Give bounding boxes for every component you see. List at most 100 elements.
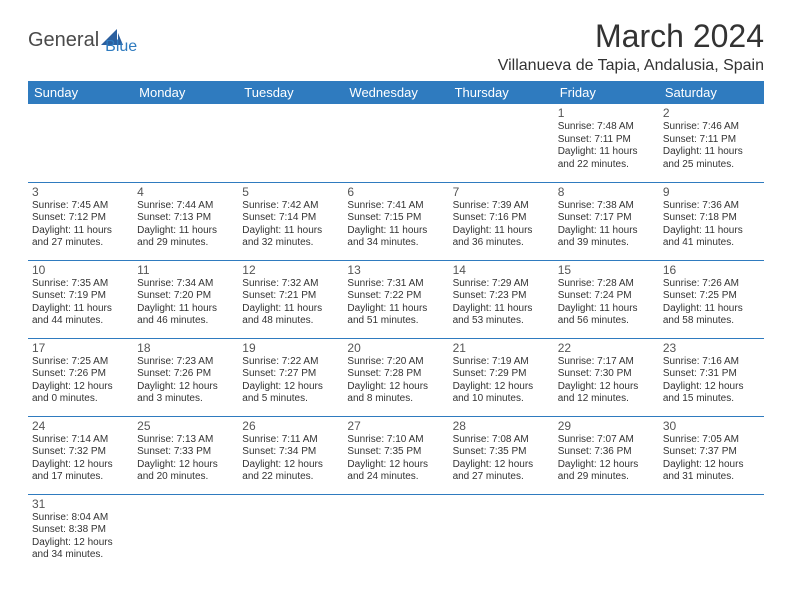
sunrise-text: Sunrise: 7:17 AM [558,356,655,369]
sunset-text: Sunset: 7:11 PM [663,134,760,147]
calendar-row: 1Sunrise: 7:48 AMSunset: 7:11 PMDaylight… [28,104,764,182]
location-text: Villanueva de Tapia, Andalusia, Spain [498,57,764,75]
sunset-text: Sunset: 7:14 PM [242,212,339,225]
daylight-text: and 53 minutes. [453,315,550,328]
calendar-row: 31Sunrise: 8:04 AMSunset: 8:38 PMDayligh… [28,494,764,572]
calendar-cell [343,494,448,572]
day-number: 25 [137,419,234,433]
daylight-text: and 17 minutes. [32,471,129,484]
sunrise-text: Sunrise: 7:05 AM [663,434,760,447]
day-number: 9 [663,185,760,199]
calendar-cell: 13Sunrise: 7:31 AMSunset: 7:22 PMDayligh… [343,260,448,338]
sunrise-text: Sunrise: 7:23 AM [137,356,234,369]
daylight-text: Daylight: 11 hours [558,303,655,316]
daylight-text: Daylight: 12 hours [242,381,339,394]
daylight-text: Daylight: 11 hours [558,146,655,159]
calendar-cell: 9Sunrise: 7:36 AMSunset: 7:18 PMDaylight… [659,182,764,260]
day-number: 14 [453,263,550,277]
daylight-text: and 34 minutes. [32,549,129,562]
calendar-cell: 23Sunrise: 7:16 AMSunset: 7:31 PMDayligh… [659,338,764,416]
daylight-text: Daylight: 12 hours [558,381,655,394]
dayhead-sat: Saturday [659,81,764,104]
sunrise-text: Sunrise: 7:28 AM [558,278,655,291]
sunset-text: Sunset: 7:23 PM [453,290,550,303]
sunset-text: Sunset: 7:11 PM [558,134,655,147]
calendar-cell: 11Sunrise: 7:34 AMSunset: 7:20 PMDayligh… [133,260,238,338]
calendar-cell: 22Sunrise: 7:17 AMSunset: 7:30 PMDayligh… [554,338,659,416]
sunset-text: Sunset: 7:34 PM [242,446,339,459]
daylight-text: Daylight: 11 hours [32,225,129,238]
sunrise-text: Sunrise: 7:39 AM [453,200,550,213]
daylight-text: Daylight: 11 hours [347,303,444,316]
daylight-text: and 25 minutes. [663,159,760,172]
day-number: 18 [137,341,234,355]
calendar-cell: 27Sunrise: 7:10 AMSunset: 7:35 PMDayligh… [343,416,448,494]
daylight-text: and 31 minutes. [663,471,760,484]
daylight-text: and 41 minutes. [663,237,760,250]
daylight-text: and 32 minutes. [242,237,339,250]
sunrise-text: Sunrise: 7:19 AM [453,356,550,369]
daylight-text: Daylight: 12 hours [453,381,550,394]
logo: General Blue [28,18,137,56]
daylight-text: Daylight: 11 hours [32,303,129,316]
daylight-text: Daylight: 12 hours [32,537,129,550]
daylight-text: Daylight: 12 hours [453,459,550,472]
sunset-text: Sunset: 7:22 PM [347,290,444,303]
calendar-cell: 15Sunrise: 7:28 AMSunset: 7:24 PMDayligh… [554,260,659,338]
sunrise-text: Sunrise: 7:42 AM [242,200,339,213]
sunrise-text: Sunrise: 7:34 AM [137,278,234,291]
calendar-cell: 8Sunrise: 7:38 AMSunset: 7:17 PMDaylight… [554,182,659,260]
sunrise-text: Sunrise: 7:14 AM [32,434,129,447]
sunrise-text: Sunrise: 7:08 AM [453,434,550,447]
daylight-text: Daylight: 11 hours [453,225,550,238]
sunrise-text: Sunrise: 7:26 AM [663,278,760,291]
sunrise-text: Sunrise: 7:22 AM [242,356,339,369]
daylight-text: and 36 minutes. [453,237,550,250]
sunset-text: Sunset: 7:24 PM [558,290,655,303]
day-number: 8 [558,185,655,199]
calendar-cell [554,494,659,572]
sunrise-text: Sunrise: 7:46 AM [663,121,760,134]
dayhead-sun: Sunday [28,81,133,104]
calendar-cell [133,104,238,182]
day-number: 13 [347,263,444,277]
daylight-text: and 12 minutes. [558,393,655,406]
calendar-table: Sunday Monday Tuesday Wednesday Thursday… [28,81,764,572]
logo-word2: Blue [105,24,137,56]
calendar-cell: 31Sunrise: 8:04 AMSunset: 8:38 PMDayligh… [28,494,133,572]
daylight-text: Daylight: 11 hours [137,303,234,316]
calendar-body: 1Sunrise: 7:48 AMSunset: 7:11 PMDaylight… [28,104,764,572]
calendar-cell: 6Sunrise: 7:41 AMSunset: 7:15 PMDaylight… [343,182,448,260]
sunrise-text: Sunrise: 7:36 AM [663,200,760,213]
daylight-text: Daylight: 11 hours [242,225,339,238]
daylight-text: and 46 minutes. [137,315,234,328]
day-number: 21 [453,341,550,355]
day-number: 30 [663,419,760,433]
sunrise-text: Sunrise: 7:38 AM [558,200,655,213]
daylight-text: and 39 minutes. [558,237,655,250]
day-number: 22 [558,341,655,355]
calendar-cell [28,104,133,182]
daylight-text: Daylight: 11 hours [347,225,444,238]
daylight-text: and 22 minutes. [242,471,339,484]
sunrise-text: Sunrise: 7:07 AM [558,434,655,447]
daylight-text: Daylight: 12 hours [663,459,760,472]
day-number: 4 [137,185,234,199]
sunset-text: Sunset: 7:32 PM [32,446,129,459]
sunset-text: Sunset: 7:27 PM [242,368,339,381]
daylight-text: Daylight: 12 hours [32,459,129,472]
sunrise-text: Sunrise: 7:20 AM [347,356,444,369]
sunrise-text: Sunrise: 7:35 AM [32,278,129,291]
calendar-cell: 29Sunrise: 7:07 AMSunset: 7:36 PMDayligh… [554,416,659,494]
day-number: 15 [558,263,655,277]
day-number: 27 [347,419,444,433]
day-number: 28 [453,419,550,433]
title-block: March 2024 Villanueva de Tapia, Andalusi… [498,18,764,75]
calendar-cell: 7Sunrise: 7:39 AMSunset: 7:16 PMDaylight… [449,182,554,260]
daylight-text: Daylight: 11 hours [663,225,760,238]
daylight-text: and 51 minutes. [347,315,444,328]
day-number: 19 [242,341,339,355]
day-header-row: Sunday Monday Tuesday Wednesday Thursday… [28,81,764,104]
daylight-text: Daylight: 12 hours [558,459,655,472]
daylight-text: and 0 minutes. [32,393,129,406]
